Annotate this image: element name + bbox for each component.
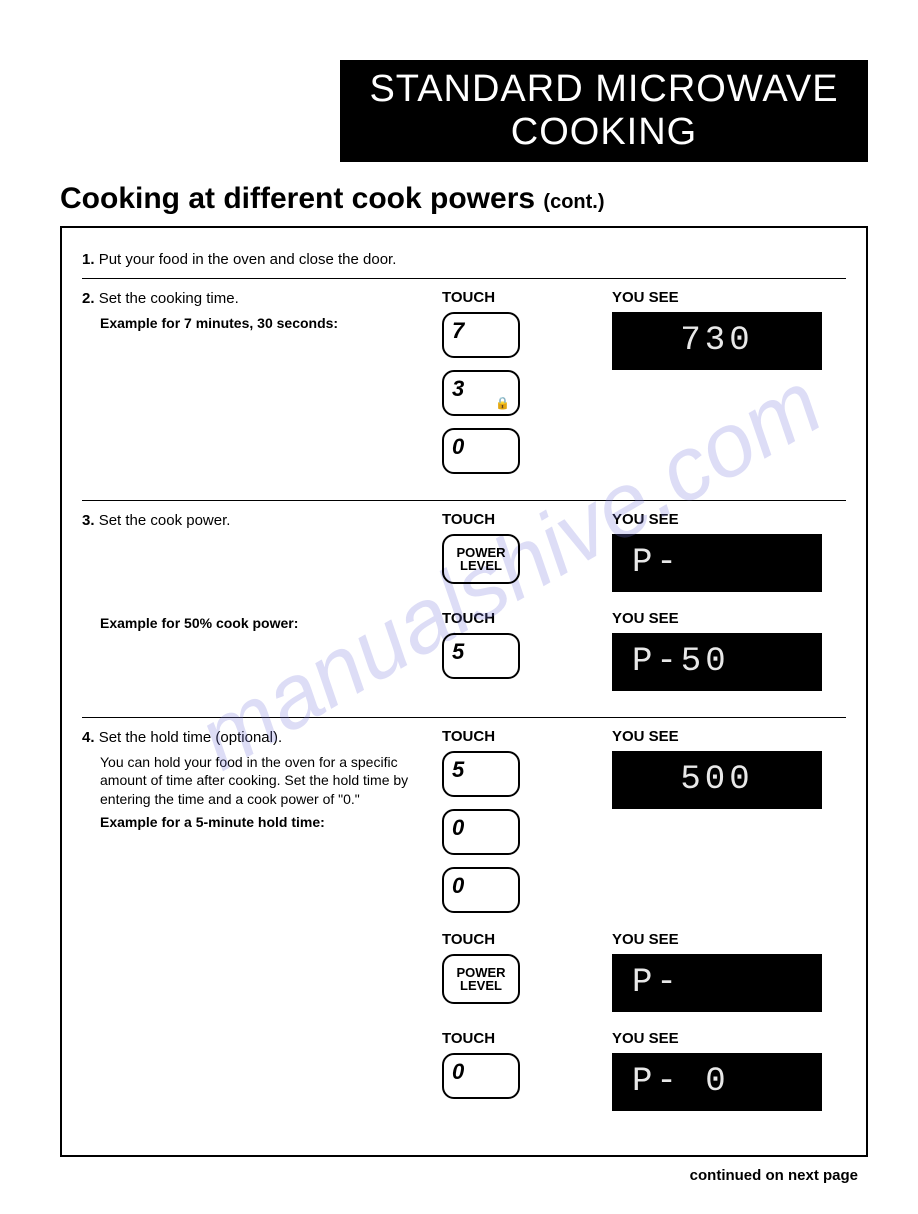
- keypad-label: 3: [452, 376, 464, 402]
- footer-note: continued on next page: [60, 1167, 868, 1184]
- power-level-button[interactable]: POWER LEVEL: [442, 954, 520, 1004]
- keypad-0-button[interactable]: 0: [442, 809, 520, 855]
- you-see-header: YOU SEE: [612, 610, 846, 627]
- step-3: 3. Set the cook power. TOUCH POWER LEVEL…: [82, 500, 846, 717]
- keypad-label: 0: [452, 1059, 464, 1085]
- display-p-dash: P-: [612, 534, 822, 592]
- step-description: You can hold your food in the oven for a…: [100, 753, 432, 810]
- step-number: 3.: [82, 512, 95, 529]
- step-1: 1. Put your food in the oven and close t…: [82, 240, 846, 278]
- instruction-box: 1. Put your food in the oven and close t…: [60, 226, 868, 1157]
- step-number: 4.: [82, 729, 95, 746]
- keypad-0-button[interactable]: 0: [442, 867, 520, 913]
- step-number: 2.: [82, 290, 95, 307]
- step-4: 4. Set the hold time (optional). You can…: [82, 717, 846, 1137]
- touch-header: TOUCH: [442, 511, 612, 528]
- keypad-label: 7: [452, 318, 464, 344]
- display-p50: P-50: [612, 633, 822, 691]
- keypad-0-button[interactable]: 0: [442, 1053, 520, 1099]
- step-text: Put your food in the oven and close the …: [99, 251, 397, 268]
- keypad-label: POWER LEVEL: [446, 546, 516, 573]
- touch-header: TOUCH: [442, 610, 612, 627]
- keypad-label: POWER LEVEL: [446, 966, 516, 993]
- keypad-3-button[interactable]: 3 🔒: [442, 370, 520, 416]
- keypad-7-button[interactable]: 7: [442, 312, 520, 358]
- keypad-5-button[interactable]: 5: [442, 751, 520, 797]
- step-text: Set the hold time (optional).: [99, 729, 282, 746]
- display-p0: P- 0: [612, 1053, 822, 1111]
- lock-icon: 🔒: [495, 396, 510, 410]
- touch-header: TOUCH: [442, 728, 612, 745]
- step-example: Example for a 5-minute hold time:: [100, 813, 432, 832]
- step-2: 2. Set the cooking time. Example for 7 m…: [82, 278, 846, 500]
- step-text: Set the cook power.: [99, 512, 231, 529]
- you-see-header: YOU SEE: [612, 511, 846, 528]
- you-see-header: YOU SEE: [612, 931, 846, 948]
- power-level-button[interactable]: POWER LEVEL: [442, 534, 520, 584]
- section-title-suffix: (cont.): [543, 191, 604, 213]
- step-number: 1.: [82, 251, 95, 268]
- you-see-header: YOU SEE: [612, 289, 846, 306]
- display-730: 730: [612, 312, 822, 370]
- touch-header: TOUCH: [442, 289, 612, 306]
- you-see-header: YOU SEE: [612, 1030, 846, 1047]
- step-example: Example for 50% cook power:: [100, 614, 432, 633]
- you-see-header: YOU SEE: [612, 728, 846, 745]
- keypad-label: 5: [452, 757, 464, 783]
- step-text: Set the cooking time.: [99, 290, 239, 307]
- keypad-0-button[interactable]: 0: [442, 428, 520, 474]
- keypad-label: 0: [452, 434, 464, 460]
- keypad-label: 0: [452, 873, 464, 899]
- page-banner: STANDARD MICROWAVE COOKING: [340, 60, 868, 162]
- section-title-main: Cooking at different cook powers: [60, 182, 535, 215]
- keypad-5-button[interactable]: 5: [442, 633, 520, 679]
- section-title: Cooking at different cook powers (cont.): [60, 182, 868, 216]
- display-p-dash: P-: [612, 954, 822, 1012]
- keypad-label: 0: [452, 815, 464, 841]
- display-500: 500: [612, 751, 822, 809]
- step-example: Example for 7 minutes, 30 seconds:: [100, 314, 432, 333]
- touch-header: TOUCH: [442, 931, 612, 948]
- keypad-label: 5: [452, 639, 464, 665]
- touch-header: TOUCH: [442, 1030, 612, 1047]
